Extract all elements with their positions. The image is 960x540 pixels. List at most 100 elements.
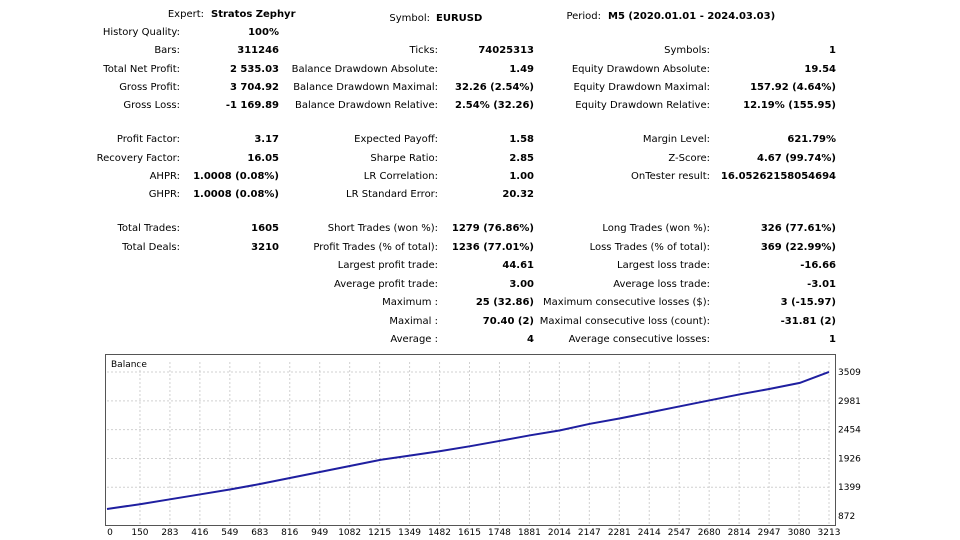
stat-value: 44.61: [502, 260, 534, 271]
stat-value: -3.01: [807, 279, 836, 290]
stat-label: Gross Loss:: [123, 100, 180, 111]
x-tick-label: 416: [191, 528, 208, 538]
stat-label: GHPR:: [148, 189, 180, 200]
x-tick-label: 2680: [698, 528, 721, 538]
stat-label: Sharpe Ratio:: [370, 153, 438, 164]
stat-value: 1.00: [509, 171, 534, 182]
stat-value: 3 (-15.97): [780, 297, 836, 308]
stat-label: Maximum :: [382, 297, 438, 308]
stat-value: 100%: [248, 27, 279, 38]
balance-line: [106, 370, 830, 510]
x-tick-label: 1881: [518, 528, 541, 538]
x-tick-label: 3213: [818, 528, 841, 538]
stat-value: 369 (22.99%): [760, 242, 836, 253]
stat-value: 1605: [251, 223, 279, 234]
stat-label: Equity Drawdown Relative:: [575, 100, 710, 111]
stat-label: Total Deals:: [122, 242, 180, 253]
stat-value: 16.05: [247, 153, 279, 164]
stat-value: 1: [829, 334, 836, 345]
stat-value: 20.32: [502, 189, 534, 200]
stat-value: 25 (32.86): [475, 297, 534, 308]
stat-label: Average loss trade:: [613, 279, 710, 290]
stat-label: Short Trades (won %):: [327, 223, 438, 234]
stat-label: Average consecutive losses:: [568, 334, 710, 345]
stat-label: Gross Profit:: [119, 82, 180, 93]
x-tick-label: 3080: [788, 528, 811, 538]
stat-label: Equity Drawdown Maximal:: [573, 82, 710, 93]
stat-value: 4.67 (99.74%): [757, 153, 836, 164]
x-tick-label: 2814: [728, 528, 751, 538]
stat-value: 2 535.03: [229, 64, 279, 75]
y-tick-label: 2454: [838, 426, 861, 436]
period-value: M5 (2020.01.01 - 2024.03.03): [608, 11, 776, 22]
stat-label: Total Net Profit:: [103, 64, 180, 75]
stat-label: Recovery Factor:: [96, 153, 180, 164]
stat-label: Balance Drawdown Relative:: [294, 100, 438, 111]
stat-label: Long Trades (won %):: [602, 223, 710, 234]
stat-value: 4: [527, 334, 534, 345]
stat-value: -31.81 (2): [780, 316, 836, 327]
stat-value: 1.49: [509, 64, 534, 75]
stat-value: 1.58: [509, 134, 534, 145]
stat-value: 32.26 (2.54%): [455, 82, 534, 93]
stat-label: Profit Factor:: [116, 134, 180, 145]
balance-chart-frame: [105, 354, 836, 526]
stat-label: History Quality:: [102, 27, 180, 38]
x-tick-label: 1615: [458, 528, 481, 538]
stat-label: Maximum consecutive losses ($):: [543, 297, 710, 308]
stat-label: Margin Level:: [642, 134, 710, 145]
stat-label: Maximal :: [389, 316, 438, 327]
stat-value: 2.85: [509, 153, 534, 164]
stat-label: Bars:: [154, 45, 180, 56]
x-tick-label: 283: [161, 528, 178, 538]
stat-label: AHPR:: [149, 171, 180, 182]
expert-value: Stratos Zephyr: [211, 9, 296, 20]
symbol-value: EURUSD: [436, 13, 483, 24]
x-tick-label: 150: [131, 528, 148, 538]
x-tick-label: 2947: [758, 528, 781, 538]
stat-label: Maximal consecutive loss (count):: [539, 316, 710, 327]
stat-label: Expected Payoff:: [354, 134, 438, 145]
stat-value: 19.54: [804, 64, 836, 75]
x-tick-label: 1482: [428, 528, 451, 538]
stat-label: Profit Trades (% of total):: [313, 242, 438, 253]
stat-value: 3.17: [254, 134, 279, 145]
x-tick-label: 2281: [608, 528, 631, 538]
x-tick-label: 1215: [368, 528, 391, 538]
x-tick-label: 2414: [638, 528, 661, 538]
stat-label: Largest profit trade:: [337, 260, 438, 271]
stat-value: 2.54% (32.26): [455, 100, 534, 111]
stat-label: Average profit trade:: [333, 279, 438, 290]
stat-label: Largest loss trade:: [617, 260, 710, 271]
x-tick-label: 1349: [398, 528, 421, 538]
stat-label: Average :: [390, 334, 438, 345]
stat-label: Equity Drawdown Absolute:: [571, 64, 710, 75]
x-tick-label: 2147: [578, 528, 601, 538]
stat-value: 1.0008 (0.08%): [193, 189, 279, 200]
stat-value: 311246: [237, 45, 279, 56]
x-tick-label: 2547: [668, 528, 691, 538]
stat-label: Balance Drawdown Absolute:: [291, 64, 438, 75]
x-tick-label: 949: [311, 528, 328, 538]
stat-value: 1236 (77.01%): [451, 242, 534, 253]
symbol-label: Symbol:: [389, 13, 430, 24]
x-tick-label: 1082: [338, 528, 361, 538]
stat-label: OnTester result:: [630, 171, 710, 182]
stat-label: Z-Score:: [668, 153, 710, 164]
y-tick-label: 2981: [838, 397, 861, 407]
stat-value: 3210: [251, 242, 279, 253]
x-tick-label: 1748: [488, 528, 511, 538]
stat-value: 621.79%: [787, 134, 836, 145]
stat-value: 1: [829, 45, 836, 56]
stat-value: 1.0008 (0.08%): [193, 171, 279, 182]
expert-label: Expert:: [167, 9, 204, 20]
stat-value: 1279 (76.86%): [451, 223, 534, 234]
stat-value: 70.40 (2): [482, 316, 534, 327]
x-tick-label: 2014: [548, 528, 571, 538]
stat-label: Symbols:: [664, 45, 710, 56]
period-label: Period:: [566, 11, 601, 22]
x-tick-label: 0: [107, 528, 113, 538]
y-tick-label: 1399: [838, 483, 861, 493]
stat-label: Balance Drawdown Maximal:: [293, 82, 438, 93]
